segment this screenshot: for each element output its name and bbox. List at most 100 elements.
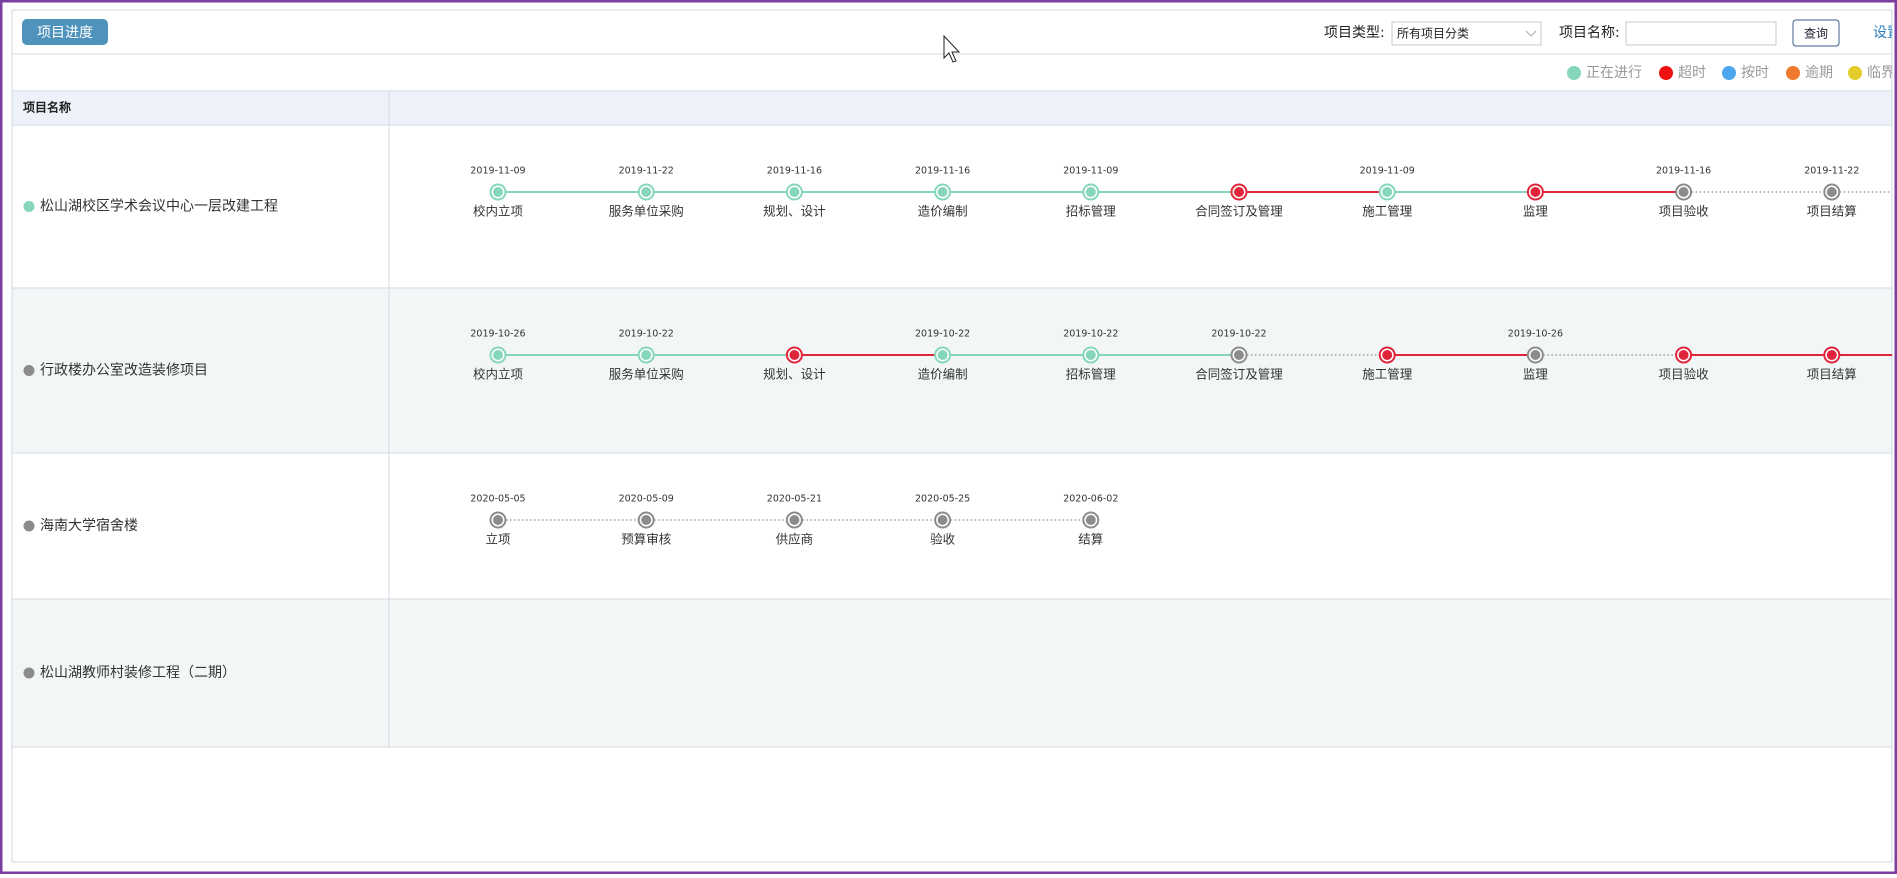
milestone-date: 2019-10-22: [1063, 329, 1118, 340]
select-arrow: [1525, 30, 1537, 37]
milestone-dot: [1085, 187, 1096, 197]
milestone-dot: [1530, 187, 1541, 197]
milestone-dot: [493, 515, 503, 525]
type-label: 项目类型:: [1324, 25, 1385, 41]
milestone-label: 招标管理: [1066, 367, 1117, 382]
milestone-label: 施工管理: [1362, 204, 1413, 219]
milestone-dot: [1530, 350, 1541, 360]
table-row: [12, 452, 1892, 600]
milestone-label: 立项: [485, 532, 510, 547]
row-name: 海南大学宿舍楼: [40, 517, 138, 534]
legend-label: 超时: [1678, 65, 1706, 81]
milestone-dot: [1234, 350, 1244, 360]
milestone-date: 2019-11-09: [1360, 166, 1415, 177]
milestone-date: 2019-11-22: [1804, 166, 1859, 177]
name-input[interactable]: [1625, 21, 1777, 46]
milestone-date: 2019-11-09: [1063, 166, 1118, 177]
milestone-dot: [641, 187, 652, 197]
query-button-text[interactable]: 查询: [1804, 27, 1828, 41]
milestone-dot: [937, 515, 948, 525]
milestone-label: 供应商: [776, 532, 814, 547]
milestone-date: 2019-11-16: [1656, 166, 1711, 177]
row-status-dot: [23, 520, 35, 532]
row-name: 松山湖教师村装修工程（二期）: [40, 665, 236, 681]
milestone-label: 项目结算: [1807, 367, 1857, 382]
milestone-date: 2019-11-09: [470, 166, 525, 177]
tab-button[interactable]: [22, 19, 108, 45]
legend-dot: [1848, 66, 1862, 80]
milestone-label: 招标管理: [1066, 204, 1117, 219]
legend-label: 逾期: [1805, 65, 1833, 81]
legend-dot: [1567, 66, 1581, 80]
milestone-label: 合同签订及管理: [1195, 367, 1283, 382]
milestone-label: 校内立项: [473, 204, 523, 219]
table-row: [12, 287, 1892, 454]
type-select-value[interactable]: 所有项目分类: [1397, 27, 1469, 41]
milestone-label: 校内立项: [473, 367, 523, 382]
milestone-date: 2019-11-22: [619, 166, 674, 177]
milestone-dot: [1382, 350, 1393, 360]
milestone-label: 监理: [1523, 367, 1549, 382]
milestone-date: 2020-05-21: [767, 494, 822, 505]
milestone-label: 验收: [930, 532, 956, 547]
milestone-label: 项目结算: [1807, 204, 1857, 219]
milestone-date: 2019-10-22: [1211, 329, 1266, 340]
type-select[interactable]: [1391, 21, 1542, 46]
row-status-dot: [23, 201, 35, 212]
milestone-date: 2020-06-02: [1063, 494, 1118, 505]
row-status-dot: [23, 667, 35, 679]
tab-button-text[interactable]: 项目进度: [37, 25, 93, 41]
legend-dot: [1659, 66, 1673, 80]
milestone-dot: [493, 187, 503, 197]
milestone-label: 造价编制: [918, 367, 968, 382]
milestone-label: 规划、设计: [763, 367, 826, 382]
milestone-date: 2019-11-16: [767, 166, 822, 177]
milestone-label: 监理: [1523, 204, 1549, 219]
row-name: 松山湖校区学术会议中心一层改建工程: [40, 198, 278, 215]
milestone-dot: [1678, 350, 1689, 360]
milestone-date: 2020-05-09: [619, 494, 674, 505]
milestone-date: 2020-05-05: [470, 494, 525, 505]
milestone-label: 结算: [1078, 532, 1103, 547]
milestone-dot: [789, 515, 800, 525]
milestone-dot: [1085, 515, 1096, 525]
milestone-label: 规划、设计: [763, 204, 826, 219]
milestone-dot: [1234, 187, 1244, 197]
milestone-label: 造价编制: [918, 204, 968, 219]
row-name: 行政楼办公室改造装修项目: [40, 362, 208, 379]
milestone-dot: [1382, 187, 1393, 197]
legend-dot: [1722, 66, 1736, 80]
milestone-date: 2019-10-22: [915, 329, 970, 340]
name-label: 项目名称:: [1559, 25, 1620, 41]
table-header: [12, 90, 1892, 126]
legend-dot: [1786, 66, 1800, 80]
milestone-dot: [641, 515, 652, 525]
milestone-dot: [1085, 350, 1096, 360]
milestone-date: 2019-10-26: [470, 329, 525, 340]
milestone-dot: [937, 187, 948, 197]
legend-label: 临界: [1867, 65, 1895, 81]
milestone-date: 2019-10-22: [619, 329, 674, 340]
milestone-label: 合同签订及管理: [1195, 204, 1283, 219]
milestone-label: 项目验收: [1659, 204, 1710, 219]
milestone-date: 2020-05-25: [915, 494, 970, 505]
query-button[interactable]: [1792, 19, 1840, 47]
milestone-dot: [789, 187, 800, 197]
milestone-dot: [1826, 350, 1837, 360]
milestone-dot: [1826, 187, 1837, 197]
milestone-dot: [641, 350, 652, 360]
milestone-dot: [493, 350, 503, 360]
table-row: [12, 598, 1892, 748]
milestone-dot: [937, 350, 948, 360]
milestone-date: 2019-10-26: [1508, 329, 1563, 340]
milestone-date: 2019-11-16: [915, 166, 970, 177]
milestone-label: 服务单位采购: [609, 204, 684, 219]
mouse-cursor: [943, 34, 961, 63]
milestone-dot: [789, 350, 800, 360]
header-name: 项目名称: [23, 100, 71, 115]
milestone-label: 服务单位采购: [609, 367, 684, 382]
settings-link[interactable]: 设置: [1873, 25, 1897, 41]
milestone-dot: [1678, 187, 1689, 197]
